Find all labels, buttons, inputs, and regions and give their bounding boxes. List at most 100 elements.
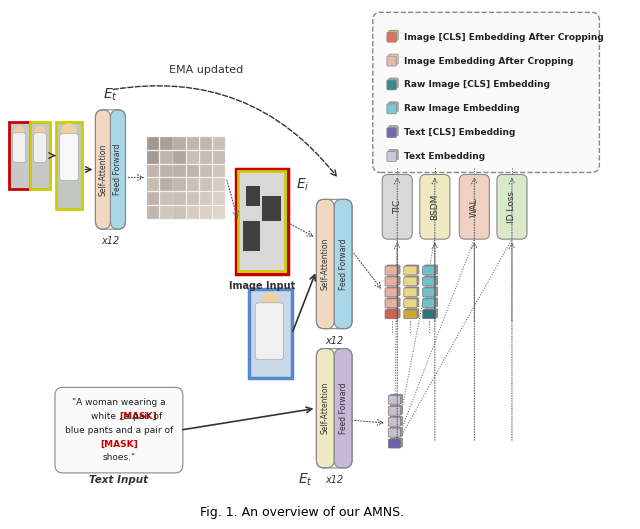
FancyBboxPatch shape (422, 288, 436, 297)
Circle shape (61, 124, 77, 140)
FancyBboxPatch shape (29, 122, 51, 189)
FancyBboxPatch shape (385, 277, 398, 286)
FancyBboxPatch shape (406, 265, 419, 274)
Text: EMA updated: EMA updated (169, 65, 243, 75)
Bar (147, 136, 159, 150)
FancyBboxPatch shape (56, 122, 83, 209)
Bar (173, 178, 186, 191)
FancyBboxPatch shape (238, 171, 285, 271)
FancyBboxPatch shape (387, 152, 396, 161)
FancyBboxPatch shape (316, 349, 334, 468)
FancyBboxPatch shape (382, 175, 412, 239)
Text: Image Input: Image Input (228, 281, 295, 291)
Text: Fig. 1. An overview of our AMNS.: Fig. 1. An overview of our AMNS. (200, 506, 404, 519)
Bar (147, 178, 159, 191)
FancyBboxPatch shape (385, 288, 398, 297)
Text: $E_i$: $E_i$ (296, 176, 309, 193)
FancyBboxPatch shape (249, 289, 292, 378)
Bar (213, 165, 225, 177)
Text: x12: x12 (325, 335, 344, 345)
Text: blue pants and a pair of: blue pants and a pair of (65, 426, 173, 435)
FancyBboxPatch shape (404, 266, 417, 275)
FancyBboxPatch shape (424, 265, 438, 274)
FancyBboxPatch shape (424, 298, 438, 307)
FancyBboxPatch shape (390, 394, 403, 403)
FancyBboxPatch shape (406, 287, 419, 296)
FancyBboxPatch shape (334, 199, 352, 329)
Text: Self-Attention: Self-Attention (321, 238, 330, 290)
Bar (187, 136, 199, 150)
FancyBboxPatch shape (387, 56, 396, 66)
FancyBboxPatch shape (385, 299, 398, 308)
Bar (173, 151, 186, 163)
Circle shape (35, 127, 45, 136)
FancyBboxPatch shape (420, 175, 450, 239)
FancyBboxPatch shape (422, 299, 436, 308)
FancyBboxPatch shape (388, 406, 401, 415)
Bar (173, 206, 186, 219)
Text: ID Loss: ID Loss (508, 191, 516, 223)
Bar (243, 221, 260, 251)
FancyBboxPatch shape (406, 276, 419, 285)
Bar (262, 196, 281, 221)
Bar (187, 165, 199, 177)
Bar (173, 165, 186, 177)
Text: Image [CLS] Embedding After Cropping: Image [CLS] Embedding After Cropping (404, 33, 604, 42)
Text: x12: x12 (101, 236, 120, 246)
FancyBboxPatch shape (385, 310, 398, 318)
Bar (200, 151, 212, 163)
FancyBboxPatch shape (13, 133, 26, 162)
Circle shape (263, 293, 278, 309)
FancyBboxPatch shape (424, 287, 438, 296)
FancyBboxPatch shape (372, 12, 600, 172)
Text: [MASK]: [MASK] (119, 412, 157, 421)
FancyBboxPatch shape (387, 287, 400, 296)
Bar (160, 206, 173, 219)
Bar (187, 178, 199, 191)
FancyBboxPatch shape (388, 102, 398, 112)
FancyBboxPatch shape (9, 122, 29, 189)
FancyBboxPatch shape (404, 299, 417, 308)
Bar (147, 165, 159, 177)
Bar (147, 193, 159, 205)
Text: [MASK]: [MASK] (100, 440, 138, 449)
Text: $E_t$: $E_t$ (298, 472, 312, 488)
FancyBboxPatch shape (422, 310, 436, 318)
FancyBboxPatch shape (111, 110, 125, 229)
Text: TIC: TIC (393, 199, 402, 214)
FancyBboxPatch shape (388, 126, 398, 135)
FancyBboxPatch shape (33, 133, 47, 162)
Bar (147, 151, 159, 163)
Bar (200, 165, 212, 177)
Text: Image Embedding After Cropping: Image Embedding After Cropping (404, 57, 573, 66)
Text: Feed Forward: Feed Forward (113, 144, 122, 195)
FancyBboxPatch shape (390, 438, 403, 447)
Text: Raw Image Embedding: Raw Image Embedding (404, 104, 520, 113)
FancyBboxPatch shape (388, 439, 401, 448)
Bar (147, 206, 159, 219)
FancyBboxPatch shape (316, 199, 334, 329)
FancyBboxPatch shape (387, 276, 400, 285)
FancyBboxPatch shape (388, 30, 398, 40)
FancyBboxPatch shape (388, 150, 398, 160)
FancyBboxPatch shape (406, 298, 419, 307)
Bar (187, 151, 199, 163)
FancyBboxPatch shape (385, 266, 398, 275)
FancyBboxPatch shape (387, 265, 400, 274)
Text: x12: x12 (325, 475, 344, 485)
Bar (213, 151, 225, 163)
FancyBboxPatch shape (497, 175, 527, 239)
Text: $E_t$: $E_t$ (103, 87, 118, 103)
Bar (160, 193, 173, 205)
Bar (160, 151, 173, 163)
Bar (213, 178, 225, 191)
Bar (160, 136, 173, 150)
FancyBboxPatch shape (387, 80, 396, 90)
Bar (187, 206, 199, 219)
FancyBboxPatch shape (387, 309, 400, 318)
Bar (173, 136, 186, 150)
FancyBboxPatch shape (60, 134, 79, 180)
Circle shape (15, 127, 24, 136)
Bar (160, 165, 173, 177)
FancyBboxPatch shape (406, 309, 419, 318)
